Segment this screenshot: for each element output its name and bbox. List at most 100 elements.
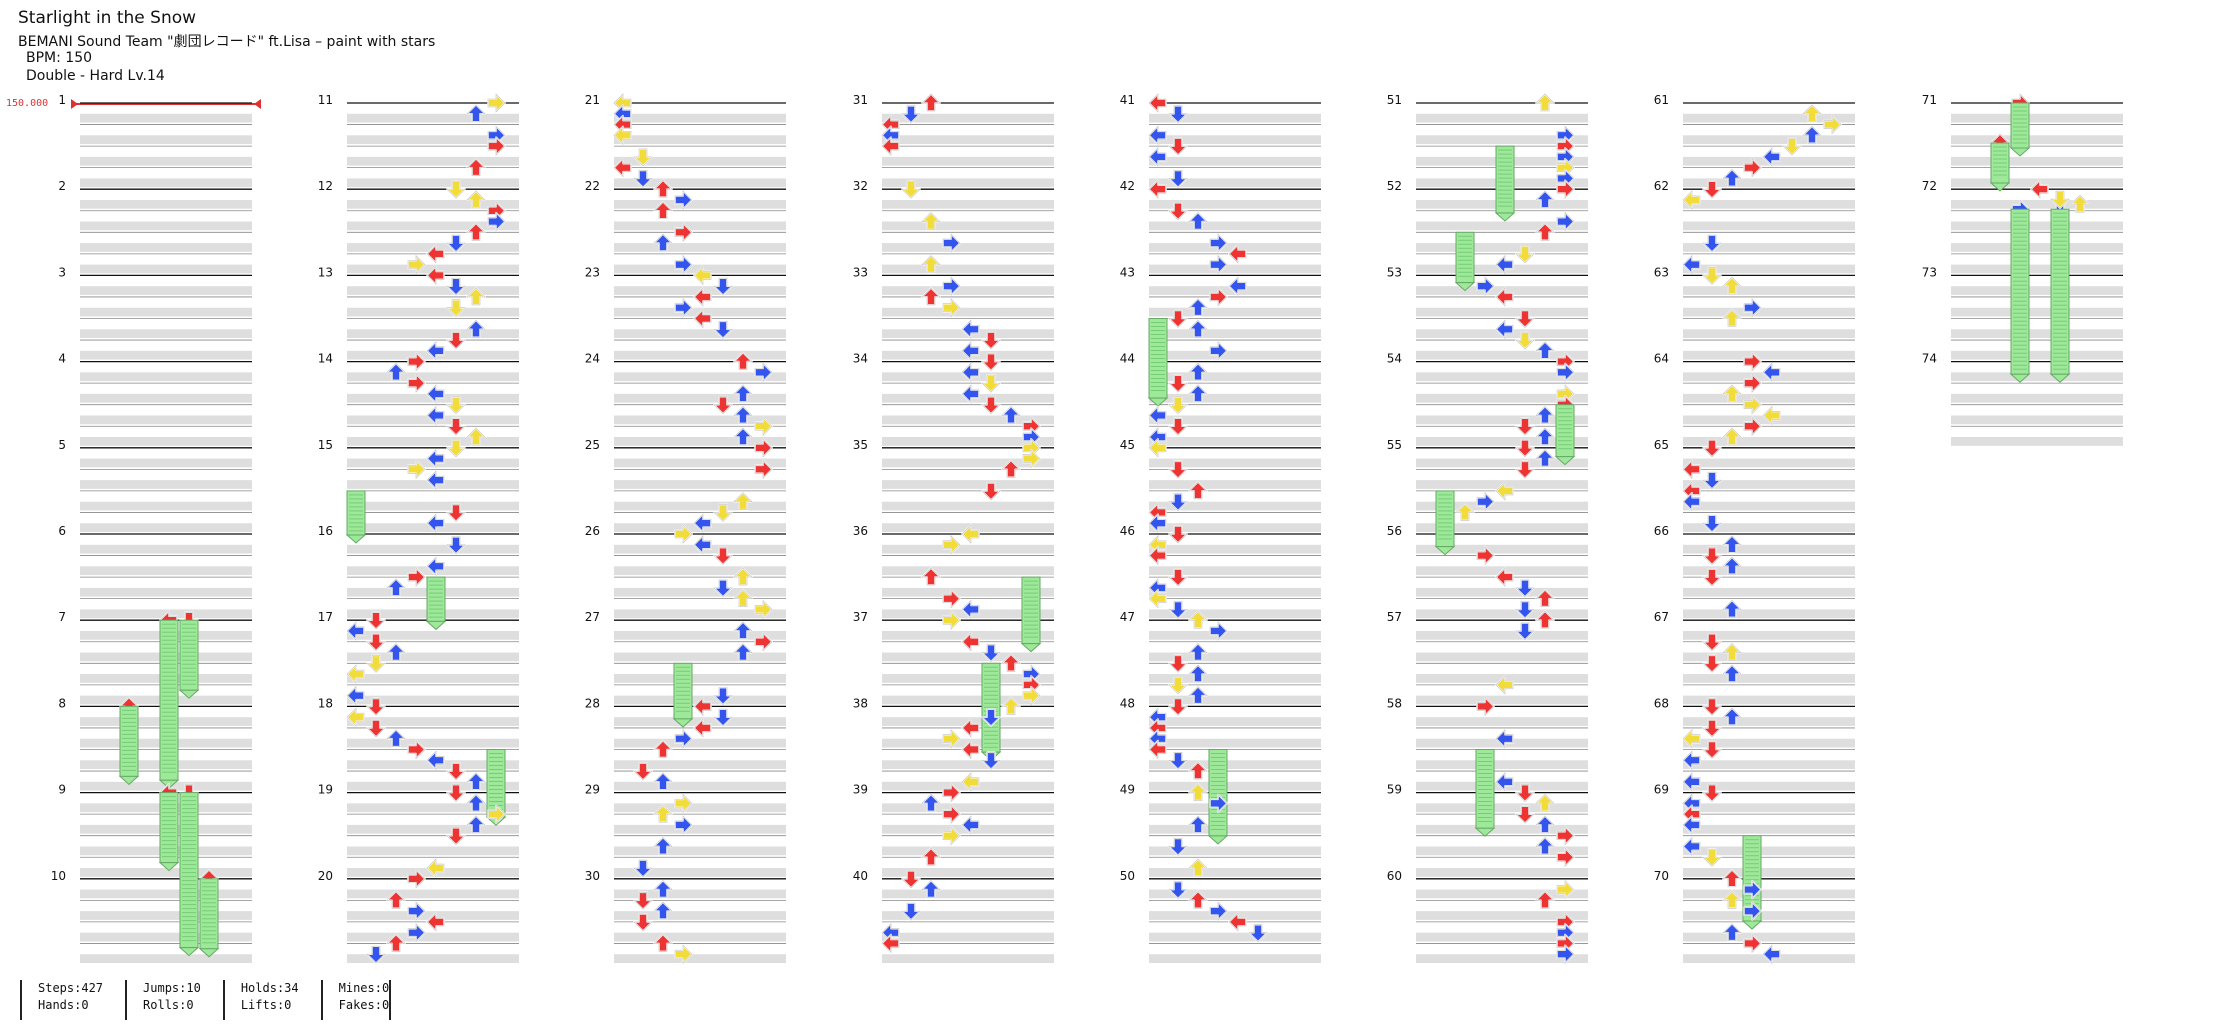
arrow-outline — [1168, 493, 1188, 512]
measure-number: 64 — [1654, 352, 1669, 366]
beat-band — [614, 911, 786, 920]
hold-note — [158, 792, 180, 872]
arrow-outline — [1495, 481, 1514, 501]
step-arrow — [1722, 868, 1742, 888]
step-arrow — [426, 244, 445, 264]
step-arrow — [921, 211, 941, 231]
arrow-outline — [942, 782, 961, 803]
step-arrow — [693, 534, 712, 555]
arrow-shape — [653, 772, 673, 791]
beat-band — [80, 544, 252, 554]
arrow-outline — [1722, 869, 1742, 888]
beat-band — [1416, 437, 1588, 446]
arrow-outline — [1722, 556, 1742, 575]
arrow-shape — [961, 384, 980, 404]
measure-number: 58 — [1387, 696, 1402, 710]
stat-rolls: Rolls:0 — [143, 998, 194, 1012]
beat-band — [347, 544, 519, 554]
step-arrow — [346, 685, 365, 706]
step-arrow — [426, 513, 445, 534]
step-arrow — [1702, 654, 1722, 674]
stats-column-steps: Steps:427 Hands:0 — [20, 980, 125, 1020]
arrow-shape — [1495, 567, 1514, 587]
hold-tail — [118, 775, 140, 786]
arrow-outline — [633, 913, 653, 932]
beat-band — [1683, 523, 1855, 532]
arrow-shape — [713, 708, 733, 727]
arrow-shape — [713, 320, 733, 340]
arrow-shape — [921, 567, 941, 586]
arrow-outline — [754, 459, 773, 480]
step-arrow — [446, 503, 466, 523]
beat-band — [1149, 350, 1321, 360]
beat-band — [882, 113, 1054, 123]
step-arrow — [1722, 276, 1742, 295]
step-arrow — [386, 362, 406, 382]
arrow-shape — [1722, 384, 1742, 403]
hold-note — [1147, 318, 1169, 407]
arrow-outline — [653, 934, 673, 952]
measure-73: 73 — [1922, 265, 2123, 360]
arrow-outline — [1722, 309, 1742, 327]
beat-band — [882, 760, 1054, 770]
arrow-outline — [1168, 310, 1188, 328]
beat-band — [614, 781, 786, 791]
arrow-outline — [346, 685, 365, 706]
measure-number: 22 — [585, 179, 600, 193]
arrow-shape — [613, 125, 632, 146]
beat-band — [80, 286, 252, 295]
arrow-shape — [407, 351, 426, 372]
arrow-shape — [1556, 847, 1575, 868]
beat-band — [80, 372, 252, 382]
beat-band — [80, 480, 252, 489]
beat-band — [614, 824, 786, 834]
arrow-shape — [653, 200, 673, 220]
step-arrow — [1702, 632, 1722, 652]
measure-number: 60 — [1387, 869, 1402, 883]
arrow-shape — [1209, 621, 1228, 641]
beat-band — [347, 803, 519, 813]
arrow-outline — [1535, 793, 1555, 812]
stat-mines: Mines:0 — [338, 981, 390, 995]
arrow-shape — [1168, 676, 1188, 695]
arrow-outline — [754, 362, 773, 383]
step-arrow — [981, 374, 1001, 393]
step-arrow — [1556, 211, 1575, 232]
arrow-shape — [942, 610, 961, 631]
arrow-shape — [466, 427, 486, 446]
measure-number: 70 — [1654, 869, 1669, 883]
hold-note — [2049, 208, 2071, 383]
arrow-outline — [1802, 104, 1822, 123]
measure-40: 40 — [853, 869, 1054, 963]
step-arrow — [407, 373, 426, 393]
arrow-shape — [466, 103, 486, 123]
arrow-outline — [613, 157, 632, 178]
stat-hands: Hands:0 — [38, 998, 89, 1012]
step-arrow — [713, 546, 733, 566]
arrow-shape — [921, 793, 941, 813]
arrow-outline — [754, 632, 773, 652]
arrow-shape — [366, 945, 386, 965]
step-arrow — [1168, 697, 1188, 717]
beat-band — [1951, 437, 2123, 446]
step-arrow — [961, 384, 980, 404]
step-arrow — [633, 148, 653, 167]
arrow-outline — [1168, 568, 1188, 587]
beat-band — [347, 199, 519, 209]
beat-band — [1416, 824, 1588, 834]
beat-band — [1149, 781, 1321, 791]
measure-number: 5 — [58, 438, 66, 452]
beat-band — [614, 652, 786, 662]
arrow-shape — [674, 254, 693, 275]
step-arrow — [1722, 922, 1742, 942]
step-arrow — [901, 104, 921, 124]
arrow-outline — [1168, 838, 1188, 856]
step-arrow — [466, 287, 486, 306]
beat-band — [347, 329, 519, 339]
arrow-outline — [942, 729, 961, 749]
arrow-outline — [693, 718, 712, 738]
arrow-shape — [1515, 245, 1535, 264]
step-arrow — [1188, 761, 1208, 780]
arrow-shape — [1682, 728, 1701, 749]
beat-band — [882, 307, 1054, 317]
